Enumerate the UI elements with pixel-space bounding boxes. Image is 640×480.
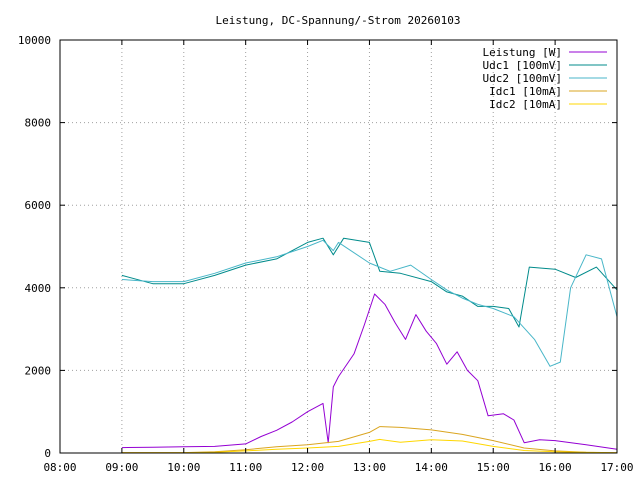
- x-tick-label: 10:00: [167, 461, 200, 474]
- plot-frame: [59, 39, 618, 454]
- series-line: [121, 239, 618, 367]
- legend-label: Udc2 [100mV]: [483, 72, 562, 85]
- y-tick-label: 10000: [18, 34, 51, 47]
- x-tick-label: 13:00: [353, 461, 386, 474]
- chart-title: Leistung, DC-Spannung/-Strom 20260103: [215, 14, 460, 27]
- x-tick-label: 17:00: [600, 461, 633, 474]
- x-tick-label: 08:00: [43, 461, 76, 474]
- y-tick-label: 2000: [25, 364, 52, 377]
- legend-label: Idc1 [10mA]: [489, 85, 562, 98]
- y-tick-label: 6000: [25, 199, 52, 212]
- grid: [60, 40, 617, 453]
- x-tick-label: 12:00: [291, 461, 324, 474]
- legend: Leistung [W]Udc1 [100mV]Udc2 [100mV]Idc1…: [483, 46, 607, 111]
- legend-label: Idc2 [10mA]: [489, 98, 562, 111]
- x-tick-label: 15:00: [477, 461, 510, 474]
- axes: 08:00 09:00 10:00 11:00 12:00 13:00 14:00 15:00…: [18, 34, 634, 474]
- series-line: [121, 293, 618, 450]
- series-line: [121, 237, 618, 328]
- series-line: [121, 426, 618, 454]
- x-tick-label: 09:00: [105, 461, 138, 474]
- y-tick-label: 4000: [25, 282, 52, 295]
- x-tick-label: 11:00: [229, 461, 262, 474]
- series-line: [121, 438, 618, 454]
- x-tick-label: 14:00: [415, 461, 448, 474]
- y-tick-label: 8000: [25, 117, 52, 130]
- legend-label: Leistung [W]: [483, 46, 562, 59]
- x-tick-label: 16:00: [539, 461, 572, 474]
- legend-label: Udc1 [100mV]: [483, 59, 562, 72]
- y-tick-label: 0: [44, 447, 51, 460]
- series-layer: [121, 237, 618, 454]
